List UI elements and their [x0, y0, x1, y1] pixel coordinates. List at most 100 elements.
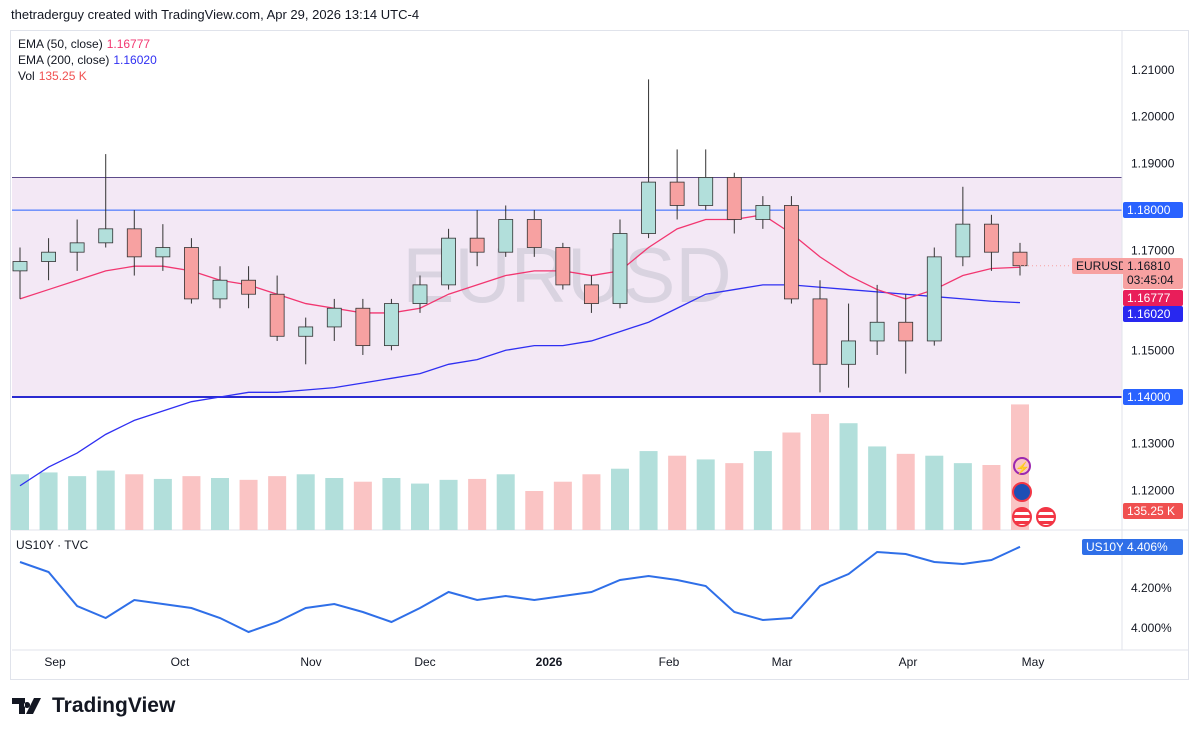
tradingview-logo[interactable]: TradingView: [12, 694, 175, 718]
volume-bar: [582, 474, 601, 530]
price-tick: 1.21000: [1131, 63, 1175, 77]
candle: [641, 181, 656, 234]
time-tick: Sep: [44, 655, 66, 669]
time-tick: Mar: [772, 655, 793, 669]
volume-bar: [696, 459, 715, 530]
volume-bar: [125, 474, 144, 530]
candle: [469, 237, 485, 253]
volume-bar: [353, 481, 372, 530]
volume-bar: [753, 451, 772, 530]
candle: [412, 284, 428, 304]
time-tick: May: [1022, 655, 1045, 669]
eu-flag-event-icon[interactable]: [1012, 482, 1032, 502]
volume-bar: [839, 423, 858, 530]
candle: [841, 340, 856, 365]
candle: [1012, 251, 1028, 267]
legend-vol[interactable]: Vol 135.25 K: [18, 68, 157, 84]
candle: [955, 223, 971, 258]
bar-countdown: 03:45:04: [1127, 273, 1174, 287]
candle: [698, 177, 714, 206]
legend-ema200-value: 1.16020: [113, 53, 157, 67]
candle: [498, 219, 514, 253]
candle: [984, 223, 999, 253]
candle: [298, 326, 314, 337]
candle: [441, 237, 456, 286]
candle: [126, 228, 142, 258]
legend-ema50[interactable]: EMA (50, close) 1.16777: [18, 36, 157, 52]
legend-ema50-value: 1.16777: [106, 37, 151, 51]
us-flag-event-icon[interactable]: [1036, 507, 1056, 527]
time-tick: Feb: [659, 655, 680, 669]
us10y-line: [19, 545, 1021, 634]
last-price: 1.16810: [1127, 259, 1171, 273]
price-tick: 1.13000: [1131, 437, 1175, 451]
candle: [784, 205, 799, 300]
candle: [755, 205, 771, 220]
volume-bar: [496, 474, 515, 530]
ema200-price-label: 1.16020: [1123, 306, 1183, 322]
chart-credit: thetraderguy created with TradingView.co…: [11, 7, 420, 22]
legend-ema200-label: EMA (200, close): [18, 53, 110, 67]
volume-label: 135.25 K: [1123, 503, 1183, 519]
us10y-value-label: 4.406%: [1123, 539, 1183, 555]
candle: [926, 256, 942, 342]
volume-bar: [868, 446, 887, 530]
candle: [69, 242, 85, 253]
legend-vol-value: 135.25 K: [38, 69, 87, 83]
candle: [384, 303, 399, 347]
candle: [584, 284, 599, 304]
time-tick: Dec: [414, 655, 435, 669]
volume-bar: [896, 453, 915, 530]
candle: [184, 247, 199, 300]
volume-bar: [96, 470, 115, 530]
candle: [869, 321, 885, 342]
candle: [98, 228, 114, 244]
price-tick: 1.15000: [1131, 343, 1175, 357]
candle: [155, 247, 171, 258]
legend-ema50-label: EMA (50, close): [18, 37, 103, 51]
level-1-14-label: 1.14000: [1123, 389, 1183, 405]
volume-bar: [925, 455, 944, 530]
us10y-tick: 4.000%: [1131, 621, 1172, 635]
price-tick: 1.20000: [1131, 110, 1175, 124]
volume-bar: [611, 468, 629, 530]
ema50-price-label: 1.16777: [1123, 290, 1183, 306]
price-tick: 1.19000: [1131, 156, 1175, 170]
volume-bar: [296, 474, 315, 530]
lightning-event-icon[interactable]: ⚡: [1013, 457, 1031, 475]
candle: [526, 219, 542, 248]
candle: [326, 307, 342, 328]
candle: [41, 251, 56, 262]
symbol-price-tag: EURUSD: [1072, 258, 1131, 274]
us-flag-event-icon[interactable]: [1012, 507, 1032, 527]
candle: [241, 279, 256, 295]
level-1-18-label: 1.18000: [1123, 202, 1183, 218]
price-tick: 1.12000: [1131, 483, 1175, 497]
volume-bar: [953, 463, 972, 530]
volume-bar: [11, 474, 29, 530]
candle: [269, 293, 285, 337]
legend-vol-label: Vol: [18, 69, 35, 83]
time-tick: 2026: [536, 655, 563, 669]
candle: [898, 321, 914, 342]
price-tick: 1.17000: [1131, 244, 1175, 258]
indicator-legend: EMA (50, close) 1.16777 EMA (200, close) 1…: [18, 36, 157, 84]
volume-bar: [782, 432, 801, 530]
volume-bar: [325, 478, 344, 530]
us10y-symbol-tag: US10Y: [1082, 539, 1129, 555]
volume-bar: [811, 413, 829, 530]
candle: [669, 181, 685, 206]
volume-bar: [39, 472, 58, 530]
us10y-tick: 4.200%: [1131, 581, 1172, 595]
volume-bar: [382, 478, 401, 530]
volume-bar: [411, 483, 429, 530]
time-tick: Nov: [300, 655, 321, 669]
time-tick: Oct: [171, 655, 190, 669]
legend-ema200[interactable]: EMA (200, close) 1.16020: [18, 52, 157, 68]
volume-bar: [211, 478, 229, 530]
tradingview-logo-icon: [12, 698, 41, 714]
chart-frame[interactable]: [10, 30, 1189, 680]
candle: [726, 177, 742, 220]
candle: [612, 233, 628, 304]
